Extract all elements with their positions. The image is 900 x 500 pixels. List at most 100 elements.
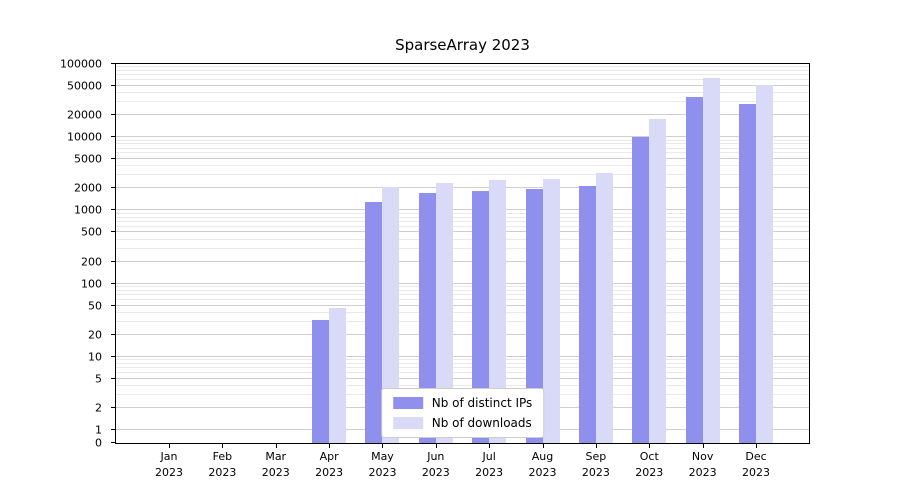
x-tick-mark: [275, 444, 277, 448]
gridline-minor: [116, 74, 809, 76]
x-tick-mark: [222, 444, 224, 448]
y-tick-mark: [111, 114, 115, 116]
y-tick-label: 20: [88, 328, 102, 342]
bar-distinct-ips: [525, 189, 543, 443]
gridline-major: [116, 355, 809, 357]
bar-downloads: [542, 178, 560, 443]
y-tick-mark: [111, 442, 115, 443]
legend-item-distinct-ips: Nb of distinct IPs: [392, 396, 533, 410]
x-tick-mark: [489, 444, 491, 448]
gridline-minor: [116, 238, 809, 240]
gridline-minor: [116, 293, 809, 295]
x-tick-label: Jul 2023: [475, 450, 504, 479]
x-tick-label: Aug 2023: [528, 450, 557, 479]
y-tick-mark: [111, 158, 115, 160]
x-tick-label: Jan 2023: [155, 450, 183, 479]
x-tick-mark: [435, 444, 437, 448]
gridline-minor: [116, 139, 809, 141]
y-tick-mark: [111, 282, 115, 284]
x-tick-mark: [382, 444, 384, 448]
y-tick-label: 50000: [67, 79, 102, 93]
gridline-minor: [116, 247, 809, 249]
y-tick-mark: [111, 377, 115, 379]
y-tick-label: 10: [88, 350, 102, 364]
gridline-minor: [116, 367, 809, 369]
y-tick-label: 100000: [60, 57, 102, 71]
gridline-minor: [116, 320, 809, 322]
bar-distinct-ips: [365, 202, 383, 443]
y-tick-mark: [111, 429, 115, 430]
y-tick-mark: [111, 406, 115, 408]
y-tick-label: 0: [95, 436, 102, 450]
bar-distinct-ips: [739, 104, 756, 443]
x-tick-mark: [756, 444, 757, 448]
gridline-minor: [116, 359, 809, 361]
gridline-minor: [116, 165, 809, 167]
bar-downloads: [649, 118, 667, 443]
x-tick-mark: [649, 444, 651, 448]
gridline-minor: [116, 66, 809, 68]
bar-distinct-ips: [312, 319, 330, 443]
gridline-minor: [116, 101, 809, 103]
x-tick-mark: [702, 444, 704, 448]
bar-downloads: [756, 84, 773, 443]
bar-distinct-ips: [578, 186, 596, 443]
x-tick-label: Jun 2023: [421, 450, 450, 479]
chart-title: SparseArray 2023: [395, 36, 530, 54]
legend: Nb of distinct IPs Nb of downloads: [380, 388, 545, 438]
gridline-major: [116, 231, 809, 233]
x-tick-mark: [169, 444, 170, 448]
y-tick-label: 1: [95, 423, 102, 437]
bar-downloads: [702, 77, 720, 443]
y-tick-label: 10000: [67, 130, 102, 144]
gridline-minor: [116, 152, 809, 154]
gridline-major: [116, 260, 809, 262]
bar-distinct-ips: [418, 192, 436, 443]
legend-label-distinct-ips: Nb of distinct IPs: [431, 396, 533, 410]
gridline-major: [116, 85, 809, 87]
y-tick-label: 5: [95, 372, 102, 386]
y-tick-label: 5000: [74, 152, 102, 166]
gridline-minor: [116, 216, 809, 218]
bar-distinct-ips: [472, 190, 490, 443]
gridline-major: [116, 333, 809, 335]
gridline-minor: [116, 289, 809, 291]
x-axis: Jan 2023 Feb 2023 Mar 2023 Apr 2023 May 2023…: [0, 449, 900, 493]
y-tick-mark: [111, 304, 115, 306]
y-tick-mark: [111, 187, 115, 189]
gridline-minor: [116, 147, 809, 149]
gridline-major: [116, 209, 809, 211]
gridline-minor: [116, 143, 809, 145]
x-tick-label: Nov 2023: [688, 450, 717, 479]
y-tick-mark: [111, 136, 115, 138]
legend-item-downloads: Nb of downloads: [392, 416, 533, 430]
x-tick-label: Dec 2023: [742, 450, 770, 479]
y-tick-label: 50: [88, 299, 102, 313]
legend-label-downloads: Nb of downloads: [431, 416, 532, 430]
y-tick-mark: [111, 209, 115, 211]
bar-distinct-ips: [632, 137, 650, 443]
y-tick-mark: [111, 333, 115, 335]
gridline-minor: [116, 298, 809, 300]
gridline-major: [116, 158, 809, 160]
x-tick-mark: [329, 444, 331, 448]
y-axis: 0 1 2 5 10 20 50 100 200 500 1000 2000 5000 10000 2000…: [0, 58, 110, 450]
gridline-major: [116, 114, 809, 116]
x-tick-mark: [542, 444, 544, 448]
gridline-minor: [116, 225, 809, 227]
gridline-minor: [116, 212, 809, 214]
y-tick-label: 1000: [74, 203, 102, 217]
gridline-major: [116, 187, 809, 189]
legend-swatch-distinct-ips: [392, 397, 423, 409]
gridline-minor: [116, 285, 809, 287]
gridline-major: [116, 377, 809, 379]
x-tick-mark: [595, 444, 597, 448]
y-tick-mark: [111, 355, 115, 357]
gridline-minor: [116, 92, 809, 94]
gridline-minor: [116, 384, 809, 386]
gridline-major: [116, 282, 809, 284]
gridline-minor: [116, 372, 809, 374]
y-tick-mark: [111, 63, 115, 64]
bar-distinct-ips: [685, 97, 703, 443]
x-tick-label: May 2023: [368, 450, 397, 479]
